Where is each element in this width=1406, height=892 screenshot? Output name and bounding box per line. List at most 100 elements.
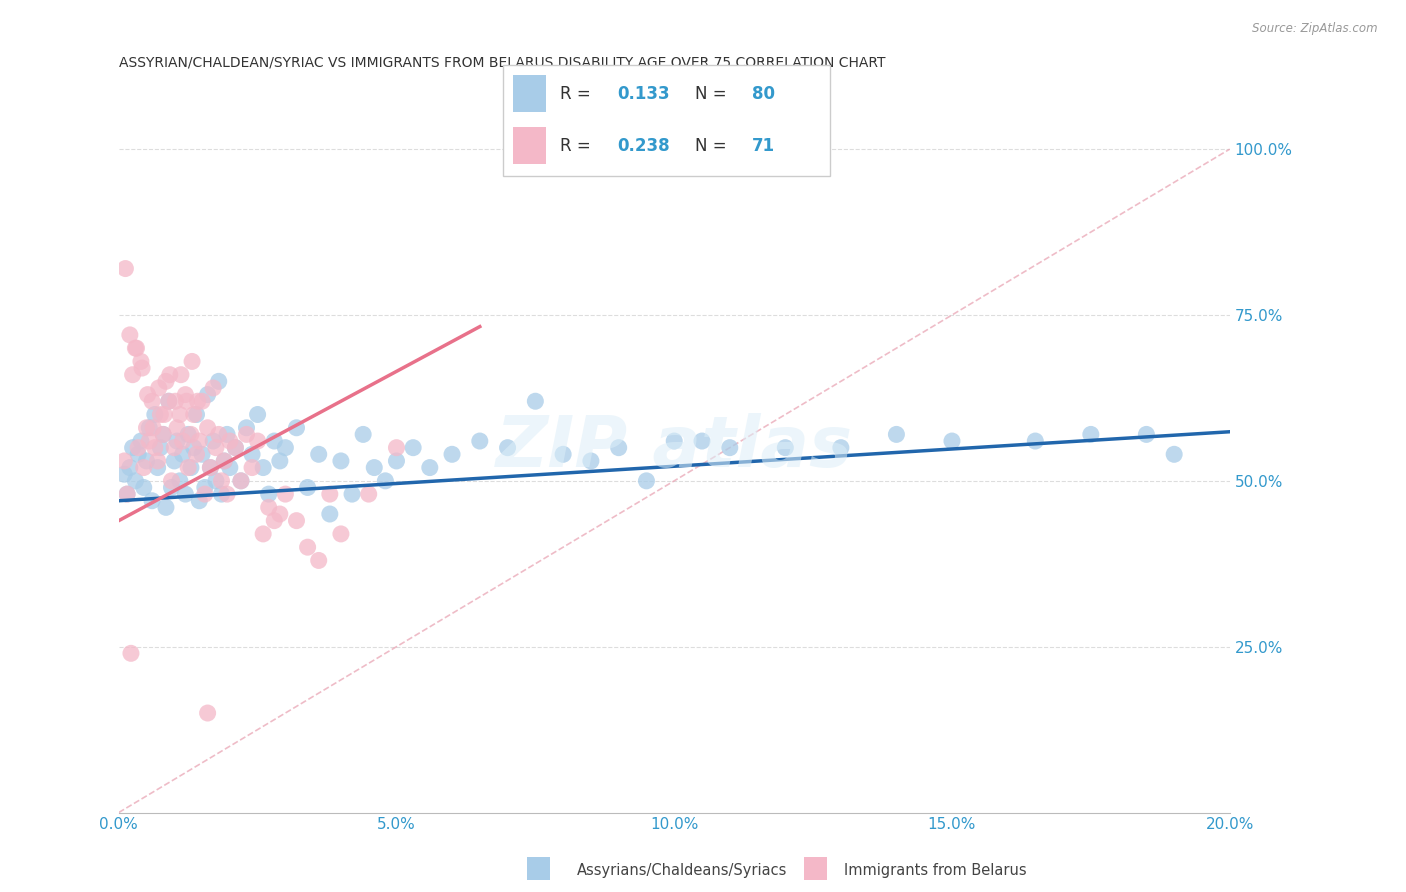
Point: [194, 480, 217, 494]
Point: [191, 394, 214, 409]
Point: [1163, 447, 1185, 461]
Point: [441, 447, 464, 461]
Point: [174, 387, 197, 401]
Point: [319, 507, 342, 521]
Point: [229, 474, 252, 488]
Point: [127, 441, 149, 455]
Point: [125, 341, 148, 355]
Point: [148, 381, 170, 395]
Point: [166, 421, 188, 435]
Point: [174, 487, 197, 501]
Point: [218, 434, 240, 448]
Point: [319, 487, 342, 501]
Point: [252, 527, 274, 541]
Point: [141, 493, 163, 508]
Point: [202, 434, 225, 448]
Point: [138, 421, 160, 435]
Point: [357, 487, 380, 501]
Point: [274, 487, 297, 501]
Text: 71: 71: [752, 137, 775, 155]
Point: [274, 441, 297, 455]
Point: [176, 394, 198, 409]
Point: [240, 460, 263, 475]
Point: [775, 441, 797, 455]
Point: [941, 434, 963, 448]
Point: [118, 327, 141, 342]
Point: [246, 434, 269, 448]
Point: [120, 646, 142, 660]
Point: [157, 394, 180, 409]
Point: [496, 441, 519, 455]
Point: [186, 408, 208, 422]
Point: [352, 427, 374, 442]
Point: [285, 514, 308, 528]
Point: [200, 460, 222, 475]
Point: [131, 361, 153, 376]
Point: [224, 441, 246, 455]
Point: [188, 434, 211, 448]
Point: [180, 427, 202, 442]
Point: [329, 454, 352, 468]
Point: [129, 434, 152, 448]
Point: [285, 421, 308, 435]
Point: [135, 454, 157, 468]
Point: [114, 261, 136, 276]
Point: [257, 487, 280, 501]
Point: [191, 447, 214, 461]
Point: [124, 474, 146, 488]
Point: [211, 474, 233, 488]
Point: [141, 394, 163, 409]
Point: [235, 421, 257, 435]
Point: [186, 447, 208, 461]
Point: [197, 421, 219, 435]
Point: [142, 421, 165, 435]
Point: [177, 427, 200, 442]
Text: N =: N =: [695, 85, 731, 103]
Point: [177, 460, 200, 475]
Point: [155, 500, 177, 515]
Point: [208, 375, 231, 389]
Point: [329, 527, 352, 541]
Point: [269, 507, 291, 521]
Point: [112, 467, 135, 482]
Point: [165, 394, 187, 409]
Point: [160, 480, 183, 494]
Point: [163, 441, 186, 455]
Point: [181, 354, 204, 368]
Point: [153, 408, 176, 422]
FancyBboxPatch shape: [513, 128, 547, 164]
Point: [136, 387, 159, 401]
Point: [127, 447, 149, 461]
FancyBboxPatch shape: [502, 65, 830, 176]
Point: [211, 487, 233, 501]
Point: [183, 441, 205, 455]
Point: [690, 434, 713, 448]
Point: [524, 394, 547, 409]
Point: [246, 408, 269, 422]
Point: [224, 441, 246, 455]
Point: [132, 460, 155, 475]
Text: Source: ZipAtlas.com: Source: ZipAtlas.com: [1253, 22, 1378, 36]
Point: [363, 460, 385, 475]
Point: [252, 460, 274, 475]
Point: [149, 441, 172, 455]
Point: [121, 441, 143, 455]
Point: [157, 394, 180, 409]
Text: Assyrians/Chaldeans/Syriacs: Assyrians/Chaldeans/Syriacs: [576, 863, 787, 878]
Point: [229, 474, 252, 488]
Text: 80: 80: [752, 85, 775, 103]
Point: [152, 427, 174, 442]
Text: ZIP atlas: ZIP atlas: [496, 413, 853, 483]
Point: [202, 381, 225, 395]
Point: [374, 474, 396, 488]
Text: R =: R =: [560, 85, 596, 103]
Point: [112, 454, 135, 468]
Point: [129, 354, 152, 368]
Point: [308, 447, 330, 461]
Point: [263, 434, 285, 448]
Point: [208, 427, 231, 442]
Point: [197, 706, 219, 720]
Point: [146, 454, 169, 468]
Point: [215, 427, 238, 442]
Point: [263, 514, 285, 528]
